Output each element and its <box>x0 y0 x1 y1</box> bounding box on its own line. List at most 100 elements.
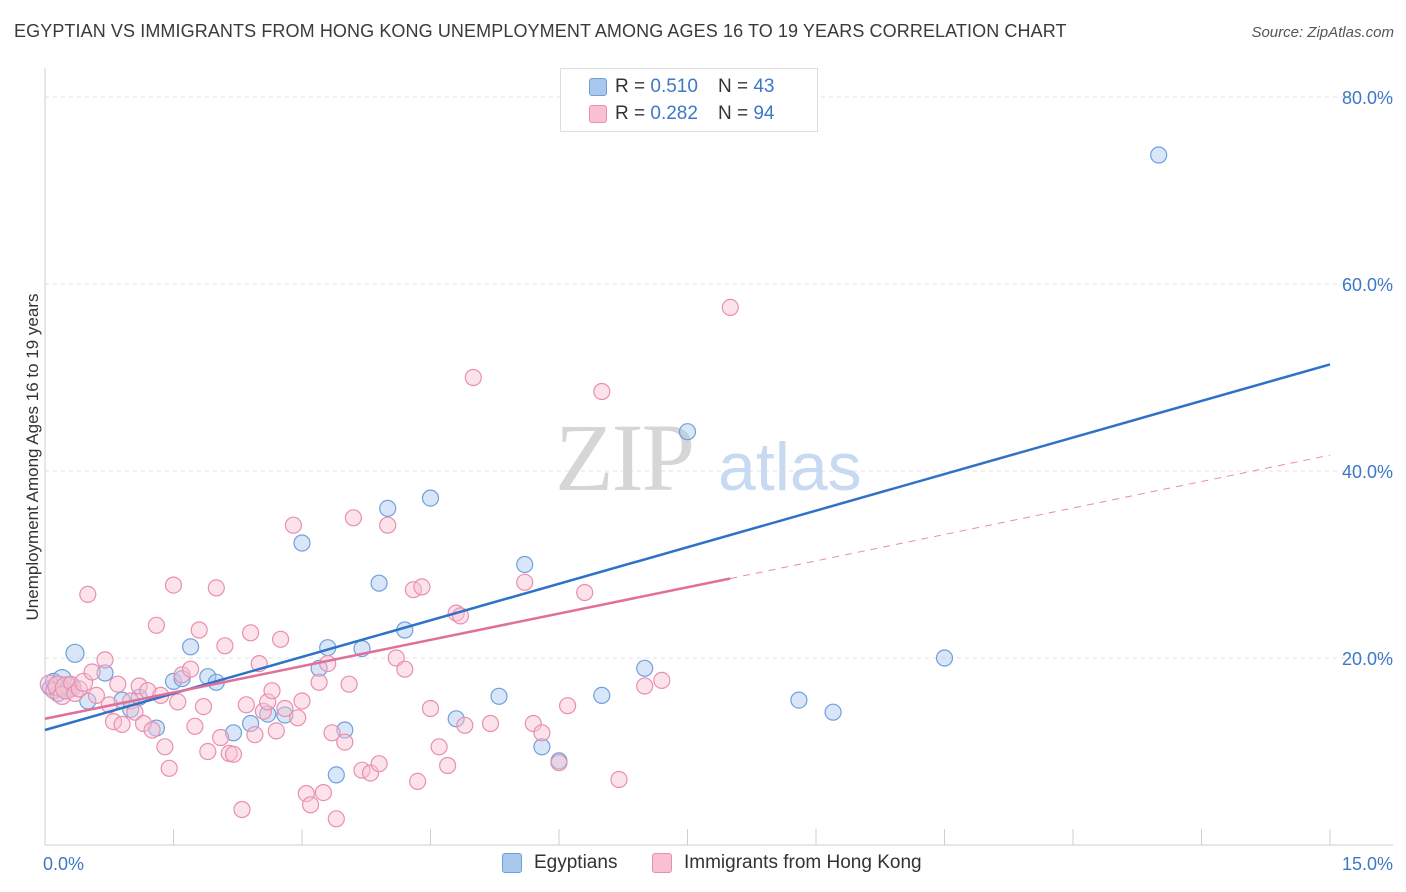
point-hong-kong <box>164 576 183 594</box>
point-hong-kong <box>169 693 187 711</box>
series-swatch-hong-kong <box>652 853 672 873</box>
point-hong-kong <box>344 509 362 527</box>
point-hong-kong <box>302 796 320 814</box>
x-tick-label-max: 15.0% <box>1342 854 1393 874</box>
point-hong-kong <box>481 714 500 733</box>
trend-lines <box>44 363 1331 732</box>
legend-swatch-hong-kong <box>589 105 607 123</box>
point-egyptians <box>935 649 954 667</box>
point-hong-kong <box>199 742 217 761</box>
point-hong-kong <box>83 663 101 681</box>
point-hong-kong <box>610 770 628 789</box>
series-label-hong-kong: Immigrants from Hong Kong <box>684 852 922 873</box>
point-hong-kong <box>284 516 302 534</box>
legend-swatch-egyptians <box>589 78 607 96</box>
point-egyptians <box>636 659 654 677</box>
point-hong-kong <box>52 685 72 706</box>
point-egyptians <box>824 703 842 721</box>
legend-r-label: R = <box>615 103 646 124</box>
point-egyptians <box>379 499 397 517</box>
point-hong-kong <box>336 733 354 751</box>
point-egyptians <box>65 643 85 663</box>
point-egyptians <box>421 489 440 507</box>
point-hong-kong <box>194 697 213 716</box>
point-hong-kong <box>276 699 294 718</box>
point-egyptians <box>490 687 508 705</box>
point-hong-kong <box>327 810 345 828</box>
point-hong-kong <box>516 573 534 591</box>
point-hong-kong <box>464 368 482 387</box>
point-egyptians <box>242 714 260 733</box>
point-hong-kong <box>160 759 178 777</box>
legend-row-egyptians: R = 0.510 N = 43 <box>589 75 775 99</box>
legend-n-label: N = <box>717 76 749 97</box>
point-egyptians <box>173 669 191 688</box>
point-egyptians <box>182 638 200 656</box>
point-hong-kong <box>134 714 153 733</box>
point-hong-kong <box>272 630 290 648</box>
point-hong-kong <box>524 714 542 733</box>
trend-line-hong-kong <box>44 577 731 720</box>
series-legend-egyptians[interactable]: Egyptians <box>502 852 617 874</box>
point-hong-kong <box>636 677 654 695</box>
point-hong-kong <box>96 651 114 669</box>
grid-lines <box>45 96 1393 659</box>
point-hong-kong <box>297 784 315 803</box>
point-hong-kong <box>79 585 97 604</box>
point-hong-kong <box>246 726 264 744</box>
point-hong-kong <box>310 673 328 691</box>
legend-r-value: 0.282 <box>650 103 698 124</box>
point-hong-kong <box>87 686 106 705</box>
point-hong-kong <box>361 764 380 782</box>
axes <box>44 68 1393 846</box>
point-hong-kong <box>370 755 388 773</box>
legend-r-value: 0.510 <box>650 76 698 97</box>
legend-n-label: N = <box>717 103 749 124</box>
series-legend: Egyptians Immigrants from Hong Kong <box>0 852 1406 878</box>
point-hong-kong <box>173 666 191 684</box>
point-hong-kong <box>558 697 577 715</box>
point-egyptians <box>593 686 611 705</box>
point-hong-kong <box>254 702 272 720</box>
legend-r-label: R = <box>615 76 646 97</box>
point-egyptians <box>533 738 551 756</box>
point-hong-kong <box>113 715 131 734</box>
chart-title: EGYPTIAN VS IMMIGRANTS FROM HONG KONG UN… <box>14 21 1067 41</box>
point-hong-kong <box>409 772 427 791</box>
point-hong-kong <box>340 675 358 693</box>
point-hong-kong <box>186 717 204 735</box>
trend-line-hong-kong-extension <box>730 454 1331 580</box>
y-tick-label: 80.0% <box>1342 88 1393 108</box>
y-tick-label: 20.0% <box>1342 649 1393 669</box>
x-tick-label-min: 0.0% <box>43 854 84 874</box>
point-hong-kong <box>63 675 79 691</box>
legend-n-value: 94 <box>753 103 775 124</box>
point-hong-kong <box>653 671 671 690</box>
point-hong-kong <box>379 516 397 534</box>
point-hong-kong <box>593 382 611 401</box>
y-axis-label: Unemployment Among Ages 16 to 19 years <box>23 294 42 621</box>
point-hong-kong <box>237 696 255 714</box>
point-hong-kong <box>396 660 414 678</box>
point-hong-kong <box>721 298 739 316</box>
point-hong-kong <box>314 783 332 802</box>
point-hong-kong <box>233 800 251 819</box>
point-hong-kong <box>319 654 337 673</box>
point-hong-kong <box>207 579 225 597</box>
y-tick-label: 60.0% <box>1342 275 1393 295</box>
y-tick-label: 40.0% <box>1342 462 1393 482</box>
point-egyptians <box>790 691 808 709</box>
point-hong-kong <box>156 738 174 756</box>
series-legend-hong-kong[interactable]: Immigrants from Hong Kong <box>652 852 922 874</box>
point-hong-kong <box>216 637 234 655</box>
point-hong-kong <box>182 660 200 678</box>
point-egyptians <box>1150 146 1168 164</box>
watermark: ZIP atlas <box>555 404 862 511</box>
point-hong-kong <box>143 721 161 739</box>
point-hong-kong <box>323 724 341 742</box>
point-egyptians <box>224 724 243 742</box>
point-hong-kong <box>54 676 79 700</box>
legend-n-value: 43 <box>753 76 775 97</box>
point-hong-kong <box>267 722 285 740</box>
